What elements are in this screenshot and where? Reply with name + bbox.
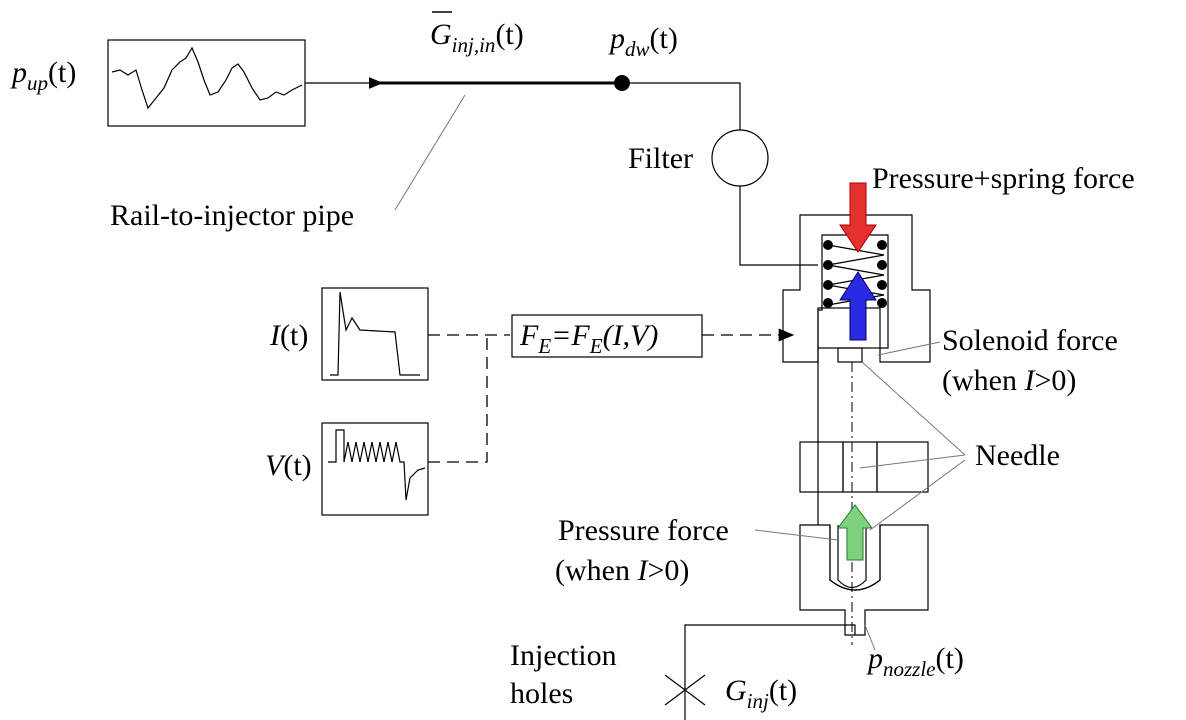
outlet bbox=[684, 624, 856, 720]
leader bbox=[859, 454, 966, 469]
needle-part bbox=[842, 441, 878, 493]
leader bbox=[861, 361, 966, 456]
pipe-line bbox=[739, 186, 818, 266]
leader bbox=[864, 624, 876, 651]
label: FE=FE(I,V) bbox=[519, 319, 658, 358]
label: Filter bbox=[628, 142, 693, 175]
needle-tip bbox=[837, 525, 867, 589]
holes-symbol bbox=[664, 674, 706, 706]
filter bbox=[711, 129, 769, 187]
label: pup(t) bbox=[10, 56, 76, 95]
waveform-box bbox=[107, 39, 306, 127]
signal bbox=[428, 335, 488, 463]
pressure-force-arrow bbox=[837, 504, 873, 561]
force-box bbox=[511, 314, 703, 358]
label: Injection bbox=[510, 639, 617, 672]
spring-force-arrow bbox=[839, 182, 877, 253]
label: holes bbox=[510, 677, 573, 710]
nozzle-cavity bbox=[829, 525, 881, 591]
label: Ginj(t) bbox=[725, 674, 797, 713]
solenoid bbox=[817, 307, 881, 349]
nozzle-body bbox=[799, 524, 929, 636]
label: (when I>0) bbox=[555, 554, 689, 587]
label: Solenoid force bbox=[942, 324, 1118, 357]
label: pnozzle(t) bbox=[866, 642, 964, 681]
solenoid-force-arrow bbox=[839, 271, 877, 341]
current-box bbox=[321, 287, 429, 381]
leader bbox=[869, 459, 966, 531]
leader bbox=[394, 94, 466, 211]
voltage-waveform bbox=[328, 429, 426, 501]
leader bbox=[754, 529, 839, 541]
label: I(t) bbox=[269, 319, 308, 352]
label: Ginj,in(t) bbox=[430, 18, 524, 57]
spring-coils bbox=[823, 240, 887, 308]
leader bbox=[877, 341, 941, 356]
label: Pressure force bbox=[558, 514, 729, 547]
injector-body bbox=[782, 214, 931, 363]
current-waveform bbox=[330, 291, 420, 376]
armature bbox=[837, 347, 863, 363]
spring bbox=[827, 244, 885, 306]
voltage-box bbox=[321, 422, 429, 516]
label: (when I>0) bbox=[942, 364, 1076, 397]
label: pdw(t) bbox=[608, 22, 678, 61]
guide bbox=[799, 441, 844, 493]
label: V(t) bbox=[265, 449, 312, 482]
label: Needle bbox=[975, 439, 1060, 472]
label: Rail-to-injector pipe bbox=[110, 199, 354, 232]
waveform bbox=[111, 46, 303, 110]
pipe-line bbox=[622, 82, 741, 130]
label: Pressure+spring force bbox=[872, 162, 1135, 195]
guide bbox=[876, 441, 929, 493]
